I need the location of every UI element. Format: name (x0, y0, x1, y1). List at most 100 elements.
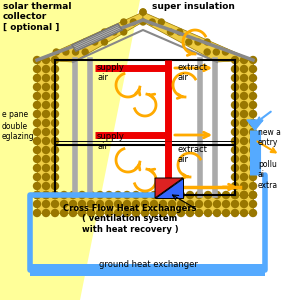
Circle shape (205, 191, 212, 199)
Circle shape (43, 137, 50, 145)
Circle shape (250, 209, 256, 217)
Bar (37, 195, 253, 213)
Circle shape (52, 155, 58, 163)
Circle shape (43, 101, 50, 109)
Circle shape (241, 209, 248, 217)
Circle shape (158, 19, 164, 25)
Circle shape (250, 110, 256, 118)
Circle shape (250, 119, 256, 127)
Circle shape (232, 74, 238, 82)
Circle shape (34, 200, 40, 208)
Circle shape (101, 29, 107, 35)
Circle shape (232, 65, 238, 73)
Circle shape (241, 92, 248, 100)
Circle shape (250, 56, 256, 64)
Circle shape (133, 200, 140, 208)
Circle shape (34, 128, 40, 136)
Circle shape (70, 200, 76, 208)
Circle shape (52, 191, 58, 199)
Circle shape (79, 200, 86, 208)
Circle shape (232, 164, 238, 172)
Circle shape (52, 182, 58, 190)
Text: new a
entry: new a entry (258, 128, 281, 147)
Circle shape (178, 200, 184, 208)
Circle shape (195, 39, 201, 45)
Circle shape (250, 191, 256, 199)
Circle shape (52, 191, 58, 199)
Circle shape (63, 49, 69, 55)
Circle shape (43, 173, 50, 181)
Circle shape (223, 200, 230, 208)
Circle shape (142, 191, 148, 199)
Circle shape (232, 128, 238, 136)
Circle shape (52, 56, 58, 64)
Circle shape (52, 83, 58, 91)
Circle shape (214, 200, 220, 208)
Circle shape (169, 191, 176, 199)
Bar (30, 264, 265, 276)
Text: pollu
ai
extra: pollu ai extra (258, 160, 278, 190)
Circle shape (34, 137, 40, 145)
Circle shape (133, 209, 140, 217)
Circle shape (232, 101, 238, 109)
Circle shape (142, 200, 148, 208)
Circle shape (196, 191, 202, 199)
Circle shape (43, 146, 50, 154)
Circle shape (43, 65, 50, 73)
Circle shape (178, 209, 184, 217)
Circle shape (213, 49, 219, 55)
Circle shape (43, 155, 50, 163)
Circle shape (250, 146, 256, 154)
Circle shape (232, 182, 238, 190)
Circle shape (232, 56, 238, 64)
Circle shape (61, 191, 68, 199)
Circle shape (241, 146, 248, 154)
Circle shape (73, 49, 79, 55)
Text: Cross Flow Heat Exchangers
( ventilation system
with heat recovery ): Cross Flow Heat Exchangers ( ventilation… (63, 204, 197, 234)
Bar (235, 60, 253, 195)
Circle shape (232, 146, 238, 154)
Circle shape (204, 39, 210, 45)
Circle shape (205, 209, 212, 217)
Circle shape (241, 65, 248, 73)
Polygon shape (155, 178, 183, 198)
Circle shape (241, 101, 248, 109)
Circle shape (214, 209, 220, 217)
Circle shape (149, 19, 155, 25)
Polygon shape (155, 178, 183, 198)
Circle shape (106, 200, 112, 208)
Circle shape (34, 101, 40, 109)
Circle shape (241, 74, 248, 82)
Circle shape (34, 191, 40, 199)
Circle shape (232, 110, 238, 118)
Circle shape (232, 200, 238, 208)
Text: ground heat exchanger: ground heat exchanger (99, 260, 197, 269)
Circle shape (241, 200, 248, 208)
Circle shape (124, 191, 130, 199)
Circle shape (92, 39, 98, 45)
Bar (37, 60, 55, 195)
Circle shape (178, 191, 184, 199)
Circle shape (82, 39, 88, 45)
Circle shape (79, 209, 86, 217)
Circle shape (133, 191, 140, 199)
Circle shape (160, 200, 167, 208)
Circle shape (130, 19, 136, 25)
Polygon shape (247, 120, 263, 130)
Circle shape (43, 182, 50, 190)
Circle shape (241, 182, 248, 190)
Circle shape (43, 56, 50, 64)
Polygon shape (143, 12, 253, 62)
Circle shape (34, 182, 40, 190)
Circle shape (196, 200, 202, 208)
Circle shape (187, 209, 194, 217)
Circle shape (34, 173, 40, 181)
Circle shape (43, 110, 50, 118)
Text: solar thermal
collector
[ optional ]: solar thermal collector [ optional ] (3, 2, 71, 32)
Circle shape (140, 19, 146, 25)
Circle shape (52, 119, 58, 127)
Polygon shape (0, 0, 140, 300)
Circle shape (140, 9, 146, 15)
Circle shape (115, 200, 122, 208)
Circle shape (34, 191, 40, 199)
